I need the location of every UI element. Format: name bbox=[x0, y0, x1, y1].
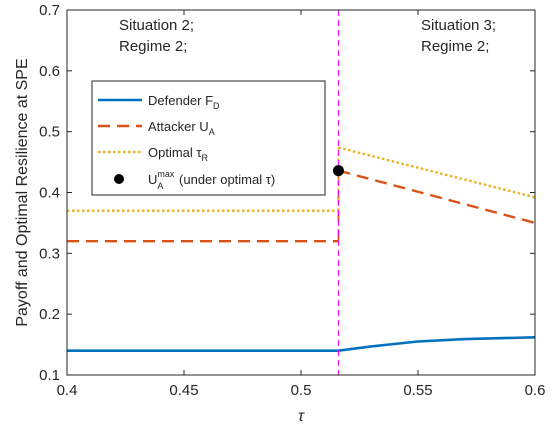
y-tick-label: 0.7 bbox=[39, 2, 60, 19]
annotation-left-line-1: Situation 2; bbox=[119, 17, 194, 34]
annotations: Situation 2; Regime 2; Situation 3; Regime … bbox=[119, 17, 496, 55]
x-axis-label: τ bbox=[298, 408, 305, 425]
y-axis-label: Payoff and Optimal Resilience at SPE bbox=[14, 58, 31, 326]
series-2-line-segment-2 bbox=[338, 169, 536, 225]
y-tick-label: 0.1 bbox=[39, 367, 60, 384]
y-tick-label: 0.5 bbox=[39, 124, 60, 141]
legend-label-3: Optimal τR bbox=[148, 145, 209, 163]
legend-marker-max bbox=[114, 174, 124, 184]
legend: Defender FD Attacker UA Optimal τR Umax A (u… bbox=[91, 80, 326, 196]
x-tick-label: 0.5 bbox=[291, 382, 312, 399]
y-tick-label: 0.4 bbox=[39, 185, 60, 202]
series-1-line bbox=[67, 336, 536, 353]
y-tick-label: 0.2 bbox=[39, 306, 60, 323]
threshold-layer bbox=[332, 10, 344, 375]
x-tick-label: 0.6 bbox=[525, 382, 546, 399]
series-3-line-segment-2 bbox=[338, 146, 536, 199]
legend-label-4: Umax A (under optimal τ) bbox=[148, 169, 275, 191]
y-tick-label: 0.6 bbox=[39, 63, 60, 80]
legend-label-2: Attacker UA bbox=[148, 119, 215, 137]
ticks: 0.4 0.45 0.5 0.55 0.6 0.1 0.2 0.3 0.4 0.5 0.6 0.7 bbox=[39, 2, 545, 399]
max-point-marker bbox=[332, 165, 344, 177]
annotation-right-line-2: Regime 2; bbox=[421, 38, 489, 55]
x-tick-label: 0.45 bbox=[169, 382, 198, 399]
x-tick-label: 0.55 bbox=[403, 382, 432, 399]
annotation-left-line-2: Regime 2; bbox=[119, 38, 187, 55]
legend-label-1: Defender FD bbox=[148, 93, 220, 111]
y-tick-label: 0.3 bbox=[39, 245, 60, 262]
annotation-right-line-1: Situation 3; bbox=[421, 17, 496, 34]
x-tick-label: 0.4 bbox=[57, 382, 78, 399]
